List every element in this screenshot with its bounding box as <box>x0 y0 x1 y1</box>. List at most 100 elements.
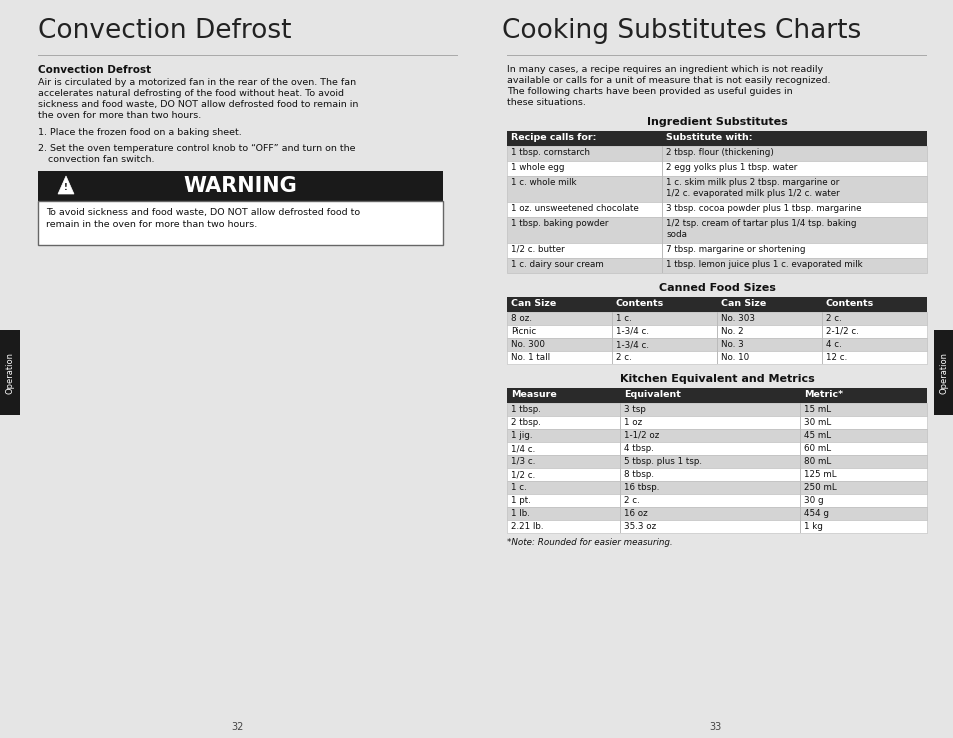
Bar <box>612 351 613 364</box>
Bar <box>933 330 953 415</box>
Text: Equivalent: Equivalent <box>623 390 680 399</box>
Text: 1 oz. unsweetened chocolate: 1 oz. unsweetened chocolate <box>511 204 639 213</box>
Text: 125 mL: 125 mL <box>803 470 836 479</box>
Bar <box>717 325 718 338</box>
Text: 1 oz: 1 oz <box>623 418 641 427</box>
Text: 7 tbsp. margarine or shortening: 7 tbsp. margarine or shortening <box>665 245 804 254</box>
Bar <box>506 202 926 217</box>
Text: 16 tbsp.: 16 tbsp. <box>623 483 659 492</box>
Text: 1 tbsp. cornstarch: 1 tbsp. cornstarch <box>511 148 589 157</box>
Text: Metric*: Metric* <box>803 390 842 399</box>
Bar <box>506 338 926 351</box>
Bar <box>800 494 801 507</box>
Bar <box>38 201 442 245</box>
Bar <box>506 520 926 533</box>
Text: No. 3: No. 3 <box>720 340 743 349</box>
Text: 80 mL: 80 mL <box>803 457 830 466</box>
Text: 1-3/4 c.: 1-3/4 c. <box>616 340 648 349</box>
Bar <box>506 481 926 494</box>
Bar <box>619 442 620 455</box>
Bar <box>476 0 953 738</box>
Bar <box>717 351 718 364</box>
Bar <box>800 416 801 429</box>
Bar <box>717 338 718 351</box>
Bar <box>506 297 612 312</box>
Bar <box>800 429 801 442</box>
Text: 250 mL: 250 mL <box>803 483 836 492</box>
Text: 1 tbsp.: 1 tbsp. <box>511 405 540 414</box>
Text: remain in the oven for more than two hours.: remain in the oven for more than two hou… <box>46 220 257 229</box>
Text: Cooking Substitutes Charts: Cooking Substitutes Charts <box>501 18 861 44</box>
Bar <box>821 297 926 312</box>
Text: To avoid sickness and food waste, DO NOT allow defrosted food to: To avoid sickness and food waste, DO NOT… <box>46 208 359 217</box>
Text: 16 oz: 16 oz <box>623 509 647 518</box>
Text: 1-1/2 oz: 1-1/2 oz <box>623 431 659 440</box>
Bar <box>506 243 926 258</box>
Bar <box>717 312 718 325</box>
Text: 1/2 c.: 1/2 c. <box>511 470 535 479</box>
Text: 12 c.: 12 c. <box>825 353 846 362</box>
Bar <box>612 338 613 351</box>
Text: 2 c.: 2 c. <box>616 353 631 362</box>
Bar <box>821 312 822 325</box>
Text: 1 c.: 1 c. <box>511 483 526 492</box>
Text: 1 c. whole milk: 1 c. whole milk <box>511 178 576 187</box>
Text: 454 g: 454 g <box>803 509 828 518</box>
Text: 1/2 c. evaporated milk plus 1/2 c. water: 1/2 c. evaporated milk plus 1/2 c. water <box>665 189 839 198</box>
Text: Canned Food Sizes: Canned Food Sizes <box>658 283 775 293</box>
Text: Ingredient Substitutes: Ingredient Substitutes <box>646 117 786 127</box>
Text: 5 tbsp. plus 1 tsp.: 5 tbsp. plus 1 tsp. <box>623 457 701 466</box>
Text: available or calls for a unit of measure that is not easily recognized.: available or calls for a unit of measure… <box>506 76 830 85</box>
Text: 2-1/2 c.: 2-1/2 c. <box>825 327 858 336</box>
Bar <box>612 312 613 325</box>
Text: 1/2 tsp. cream of tartar plus 1/4 tsp. baking: 1/2 tsp. cream of tartar plus 1/4 tsp. b… <box>665 219 856 228</box>
Text: 1/4 c.: 1/4 c. <box>511 444 535 453</box>
Bar <box>661 243 662 258</box>
Text: 30 g: 30 g <box>803 496 822 505</box>
Text: 1 tbsp. baking powder: 1 tbsp. baking powder <box>511 219 608 228</box>
Text: Convection Defrost: Convection Defrost <box>38 18 292 44</box>
Bar <box>800 442 801 455</box>
Bar <box>506 55 926 56</box>
Text: Recipe calls for:: Recipe calls for: <box>511 133 596 142</box>
Text: !: ! <box>64 183 68 192</box>
Bar <box>821 325 822 338</box>
Bar <box>619 416 620 429</box>
Bar <box>661 258 662 273</box>
Text: 4 tbsp.: 4 tbsp. <box>623 444 653 453</box>
Text: 2. Set the oven temperature control knob to “OFF” and turn on the: 2. Set the oven temperature control knob… <box>38 144 355 153</box>
Bar <box>717 297 821 312</box>
Text: Can Size: Can Size <box>720 299 765 308</box>
Text: Contents: Contents <box>825 299 873 308</box>
Bar <box>506 217 926 243</box>
Text: 2 c.: 2 c. <box>825 314 841 323</box>
Bar <box>506 176 926 202</box>
Text: soda: soda <box>665 230 686 239</box>
Text: In many cases, a recipe requires an ingredient which is not readily: In many cases, a recipe requires an ingr… <box>506 65 822 74</box>
Bar <box>619 403 620 416</box>
Bar <box>800 481 801 494</box>
Text: 3 tsp: 3 tsp <box>623 405 645 414</box>
Text: 8 tbsp.: 8 tbsp. <box>623 470 654 479</box>
Text: 1-3/4 c.: 1-3/4 c. <box>616 327 648 336</box>
Text: 15 mL: 15 mL <box>803 405 830 414</box>
Text: Picnic: Picnic <box>511 327 536 336</box>
Bar <box>661 176 662 202</box>
Bar <box>506 131 661 146</box>
Text: WARNING: WARNING <box>183 176 296 196</box>
Bar <box>619 455 620 468</box>
Text: 2 tbsp. flour (thickening): 2 tbsp. flour (thickening) <box>665 148 773 157</box>
Bar <box>619 429 620 442</box>
Text: 1 tbsp. lemon juice plus 1 c. evaporated milk: 1 tbsp. lemon juice plus 1 c. evaporated… <box>665 260 862 269</box>
Text: accelerates natural defrosting of the food without heat. To avoid: accelerates natural defrosting of the fo… <box>38 89 344 98</box>
Bar <box>506 507 926 520</box>
Text: Contents: Contents <box>616 299 663 308</box>
Text: 1 lb.: 1 lb. <box>511 509 529 518</box>
Text: 1 whole egg: 1 whole egg <box>511 163 564 172</box>
Bar <box>612 325 613 338</box>
Text: 8 oz.: 8 oz. <box>511 314 532 323</box>
Text: 30 mL: 30 mL <box>803 418 830 427</box>
Text: 1 c. skim milk plus 2 tbsp. margarine or: 1 c. skim milk plus 2 tbsp. margarine or <box>665 178 839 187</box>
Text: Substitute with:: Substitute with: <box>665 133 752 142</box>
Bar <box>661 161 662 176</box>
